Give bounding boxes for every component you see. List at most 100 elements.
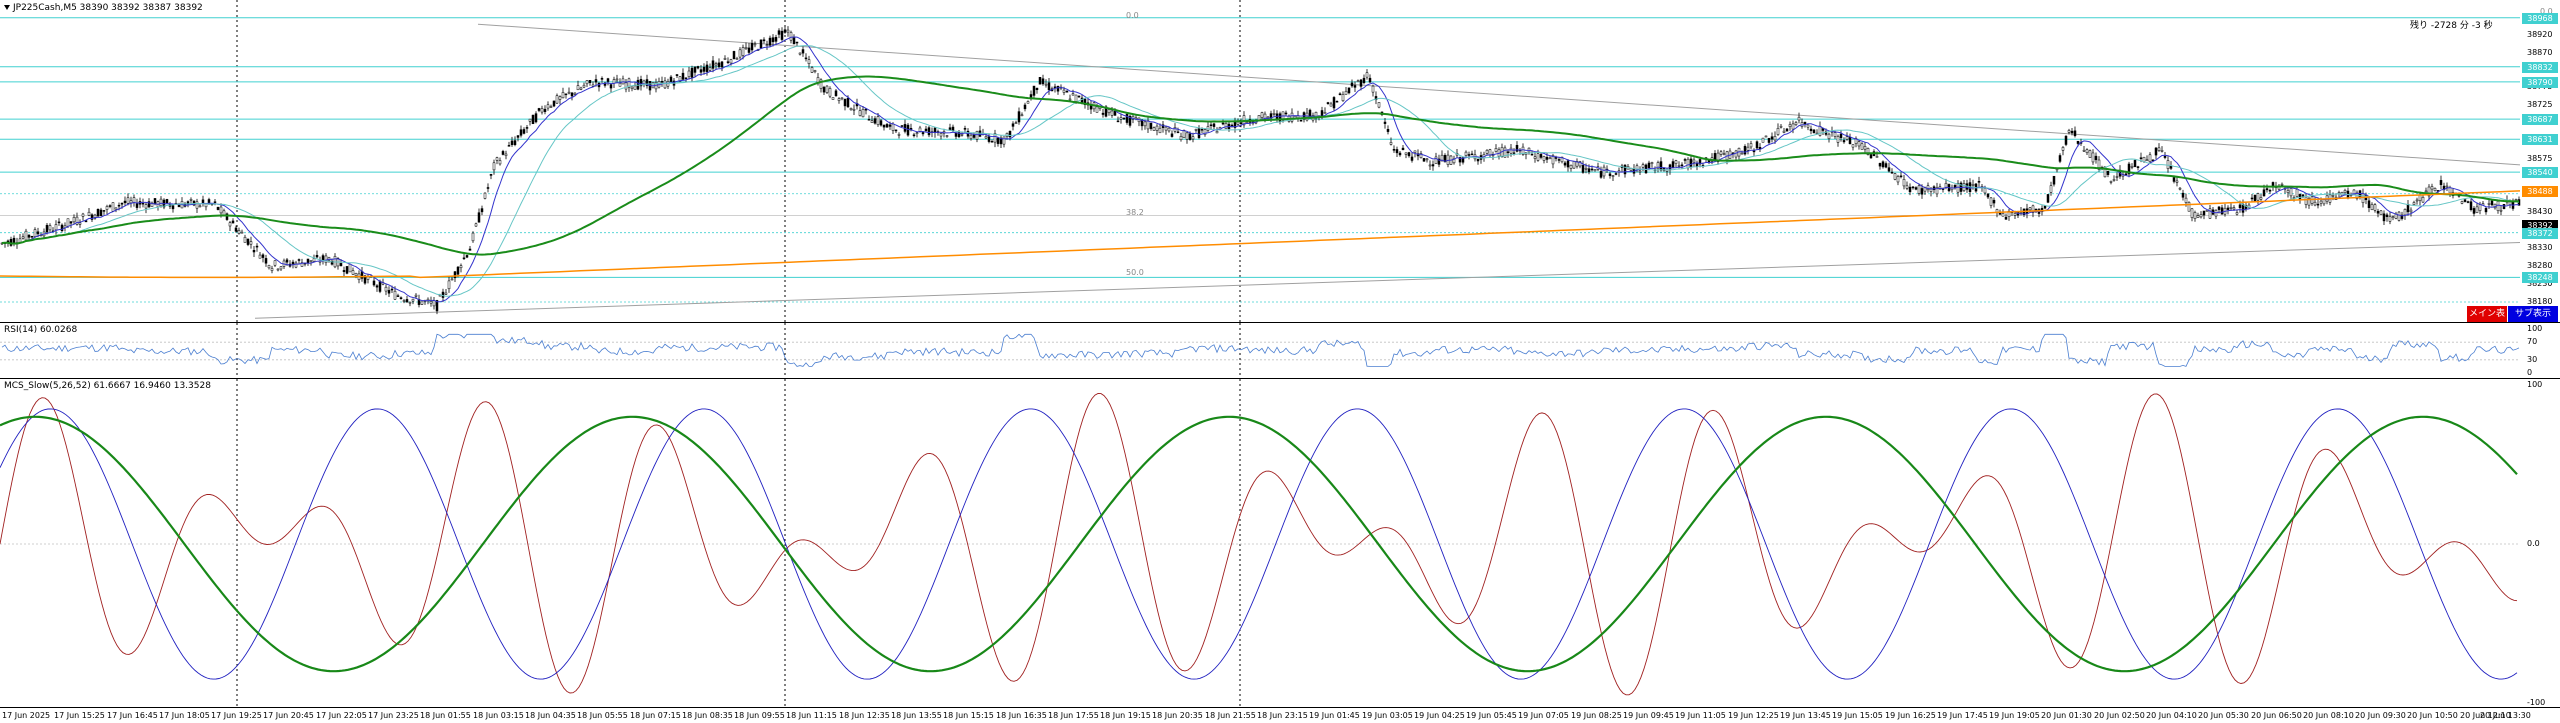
candle-body — [810, 67, 814, 73]
candle-body — [2061, 147, 2065, 151]
time-axis-label: 19 Jun 07:05 — [1518, 711, 1569, 720]
oscillator-panel[interactable]: MCS_Slow(5,26,52) 61.6667 16.9460 13.352… — [0, 379, 2560, 708]
time-axis-label: 20 Jun 06:50 — [2251, 711, 2302, 720]
candle-body — [1827, 133, 1831, 139]
candle-body — [27, 234, 31, 238]
candle-body — [1608, 173, 1612, 176]
candle-body — [1515, 145, 1519, 152]
time-axis-label: 19 Jun 12:25 — [1728, 711, 1779, 720]
ma-long-line — [0, 190, 2521, 279]
candle-body — [2415, 199, 2419, 202]
candle-body — [255, 245, 259, 248]
candle-body — [2412, 202, 2416, 205]
candle-body — [291, 261, 295, 265]
candle-body — [1323, 112, 1327, 114]
candle-body — [831, 97, 835, 100]
candles-group — [0, 25, 2521, 315]
candle-body — [1200, 129, 1204, 131]
candle-body — [1386, 129, 1390, 132]
candle-body — [1326, 102, 1330, 104]
candle-body — [870, 120, 874, 123]
rsi-canvas[interactable] — [0, 323, 2560, 379]
candle-body — [513, 140, 517, 145]
candle-body — [828, 88, 832, 97]
candle-body — [474, 223, 478, 227]
candle-body — [1839, 133, 1843, 138]
candle-body — [1350, 82, 1354, 87]
candle-body — [261, 254, 265, 258]
candle-body — [2046, 194, 2050, 203]
candle-body — [2376, 210, 2380, 214]
candle-body — [1740, 152, 1744, 155]
candle-body — [78, 222, 82, 225]
candle-body — [411, 298, 415, 302]
candle-body — [795, 41, 799, 44]
candle-body — [1836, 136, 1840, 143]
candle-body — [444, 292, 448, 295]
candle-body — [723, 58, 727, 60]
candle-body — [36, 231, 40, 235]
main-chart-panel[interactable]: 0.0 38.2 50.0 0.0 JP225Cash,M5 38390 38392 … — [0, 0, 2560, 335]
candle-body — [144, 204, 148, 209]
candle-body — [579, 87, 583, 90]
candle-body — [2343, 190, 2347, 194]
candle-body — [2178, 187, 2182, 190]
candle-body — [1878, 163, 1882, 167]
candle-body — [90, 214, 94, 220]
candle-body — [1851, 144, 1855, 148]
candle-body — [2124, 173, 2128, 176]
candle-body — [1170, 133, 1174, 137]
sub-view-button[interactable]: サブ表示 — [2508, 306, 2558, 322]
candle-body — [1215, 131, 1219, 134]
candle-body — [1782, 130, 1786, 133]
candle-body — [1677, 165, 1681, 167]
candle-body — [2265, 188, 2269, 191]
candle-body — [1671, 161, 1675, 169]
candle-body — [1095, 106, 1099, 113]
candle-body — [372, 280, 376, 286]
candle-body — [2439, 180, 2443, 186]
candle-body — [906, 124, 910, 136]
candle-body — [567, 91, 571, 94]
candle-body — [60, 224, 64, 232]
price-chart-canvas[interactable]: 0.0 38.2 50.0 0.0 — [0, 0, 2560, 323]
candle-body — [1764, 135, 1768, 138]
candle-body — [1719, 151, 1723, 155]
candle-body — [1752, 150, 1756, 153]
candle-body — [351, 270, 355, 275]
candle-body — [1512, 152, 1516, 154]
candle-body — [495, 157, 499, 161]
candle-body — [1356, 80, 1360, 83]
candle-body — [1566, 160, 1570, 168]
candle-body — [1575, 161, 1579, 167]
candle-body — [1833, 132, 1837, 137]
candle-body — [33, 229, 37, 237]
candle-body — [1266, 116, 1270, 119]
candle-body — [2130, 166, 2134, 168]
candle-body — [1773, 136, 1777, 141]
candle-body — [2427, 186, 2431, 197]
candle-body — [135, 203, 139, 208]
candle-body — [2307, 197, 2311, 206]
candle-body — [477, 212, 481, 223]
candle-body — [2466, 201, 2470, 203]
candle-body — [1812, 129, 1816, 134]
candle-body — [1638, 170, 1642, 173]
level-price-tag: 38488 — [2522, 185, 2558, 197]
candle-body — [615, 78, 619, 81]
candle-body — [96, 209, 100, 217]
candle-body — [591, 84, 595, 87]
candle-body — [1794, 122, 1798, 125]
candle-body — [1068, 98, 1072, 101]
candle-body — [519, 129, 523, 136]
main-view-button[interactable]: メイン表示 — [2467, 306, 2507, 335]
candle-body — [1230, 124, 1234, 127]
candle-body — [588, 79, 592, 83]
candle-body — [960, 134, 964, 136]
dropdown-triangle-icon[interactable] — [4, 5, 10, 10]
oscillator-canvas[interactable] — [0, 379, 2560, 708]
candle-body — [1485, 149, 1489, 154]
candle-body — [711, 60, 715, 69]
rsi-panel[interactable]: RSI(14) 60.0268 100 70 30 0 — [0, 323, 2560, 379]
candle-body — [1863, 146, 1867, 150]
